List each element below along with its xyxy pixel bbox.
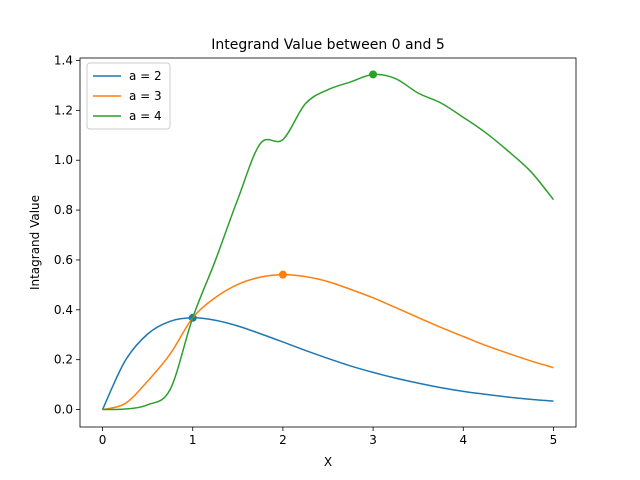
chart-title: Integrand Value between 0 and 5 (211, 37, 444, 53)
x-tick-label: 2 (279, 433, 287, 447)
legend-label-3: a = 4 (129, 109, 162, 123)
y-tick-label: 0.4 (54, 303, 73, 317)
y-axis-title: Intagrand Value (28, 195, 42, 290)
plot-frame (79, 57, 577, 428)
series-line-3 (102, 73, 555, 411)
series-peak-marker-3 (369, 70, 378, 79)
x-tick-label: 0 (99, 433, 107, 447)
series-line-2 (102, 273, 554, 411)
x-axis-title: X (324, 455, 332, 469)
y-tick-label: 1.4 (54, 53, 73, 67)
y-tick-label: 0.0 (54, 403, 73, 417)
legend-label-1: a = 2 (129, 69, 162, 83)
legend: a = 2 a = 3 a = 4 (86, 62, 171, 130)
x-tick-label: 1 (189, 433, 197, 447)
legend-box (86, 62, 171, 130)
x-tick-label: 4 (459, 433, 467, 447)
x-tick-label: 5 (550, 433, 558, 447)
y-tick-label: 1.0 (54, 153, 73, 167)
x-tick-label: 3 (369, 433, 377, 447)
ticks-layer: 0 1 2 3 4 5 0.0 0.2 0.4 0.6 0.8 1.0 1.2 1.4 (54, 53, 557, 447)
series-line-1 (101, 317, 554, 410)
y-tick-label: 0.8 (54, 203, 73, 217)
y-tick-label: 1.2 (54, 103, 73, 117)
series-layer (101, 70, 555, 411)
series-peak-marker-2 (278, 270, 287, 279)
y-tick-label: 0.2 (54, 353, 73, 367)
legend-label-2: a = 3 (129, 89, 162, 103)
y-tick-label: 0.6 (54, 253, 73, 267)
